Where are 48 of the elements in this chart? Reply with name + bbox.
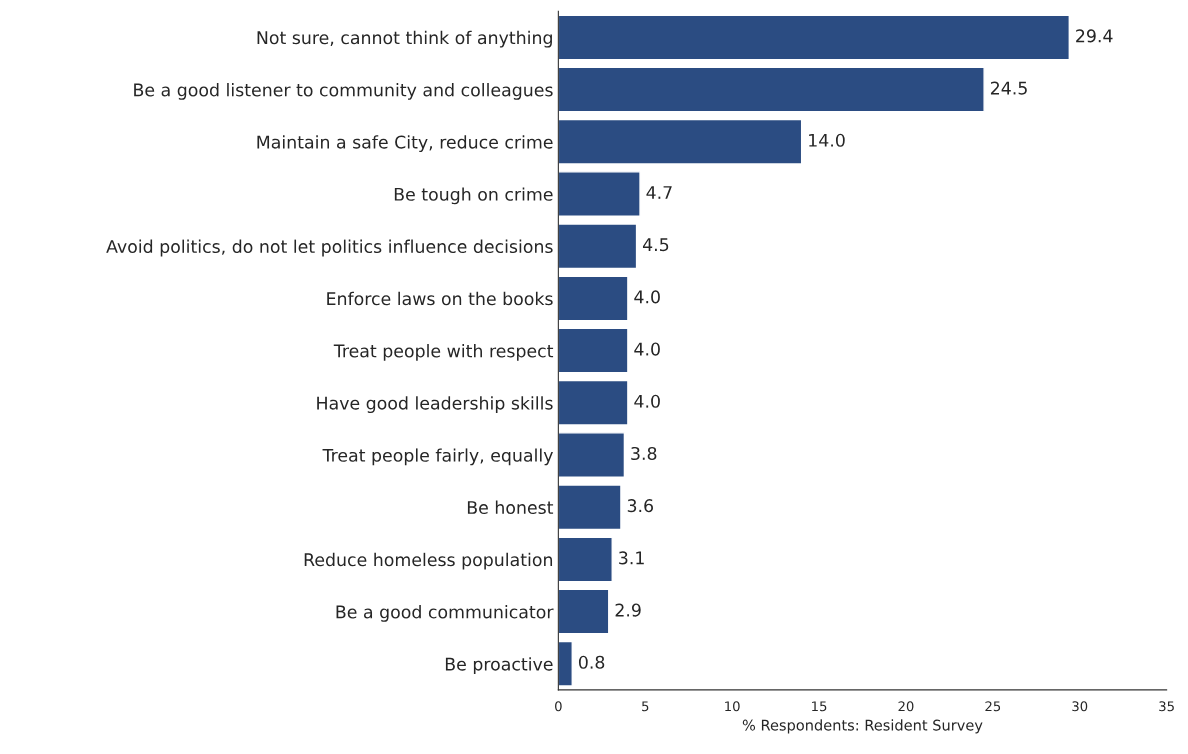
data-label: 2.9 — [615, 603, 641, 617]
x-tick-label: 5 — [642, 701, 649, 712]
data-label: 4.5 — [642, 238, 669, 252]
bar — [558, 640, 573, 687]
y-tick-label: Be honest — [467, 500, 554, 515]
bar — [558, 379, 629, 426]
bar — [558, 432, 626, 478]
data-label: 3.8 — [631, 446, 657, 461]
x-tick-label: 25 — [985, 701, 1001, 712]
x-tick-label: 20 — [898, 701, 914, 712]
data-label: 4.0 — [634, 394, 660, 408]
x-tick-label: 15 — [812, 701, 827, 712]
x-tick-label: 30 — [1072, 701, 1088, 712]
data-label: 24.5 — [990, 81, 1027, 95]
data-label: 0.8 — [578, 655, 605, 669]
y-tick-label: Treat people fairly, equally — [322, 448, 553, 466]
y-tick-label: Be tough on crime — [394, 187, 553, 205]
y-tick-label: Have good leadership skills — [317, 396, 553, 414]
y-tick-label: Maintain a safe City, reduce crime — [257, 135, 553, 153]
data-label: 4.7 — [646, 186, 672, 199]
bar — [558, 66, 985, 113]
y-tick-label: Not sure, cannot think of anything — [257, 30, 552, 48]
bar — [558, 536, 613, 583]
bar — [558, 118, 803, 165]
bar — [558, 327, 629, 374]
data-label: 4.0 — [634, 342, 660, 356]
bar — [558, 14, 1070, 61]
x-tick-label: 35 — [1159, 701, 1174, 712]
bar — [558, 275, 629, 322]
y-tick-label: Be a good communicator — [336, 605, 554, 622]
y-tick-label: Be proactive — [445, 657, 553, 675]
data-label: 29.4 — [1076, 29, 1113, 43]
x-tick-label: 0 — [555, 701, 562, 712]
x-tick-label: 10 — [725, 701, 740, 712]
bar — [558, 223, 638, 270]
y-tick-label: Be a good listener to community and colleagues — [134, 83, 553, 100]
y-tick-label: Treat people with respect — [333, 344, 554, 361]
data-label: 3.1 — [619, 551, 644, 565]
bar — [558, 171, 641, 217]
y-tick-label: Reduce homeless population — [304, 552, 553, 570]
data-label: 3.6 — [627, 499, 653, 513]
bar — [558, 484, 622, 531]
data-label: 14.0 — [809, 133, 845, 147]
data-label: 4.0 — [634, 290, 660, 304]
x-axis-title: % Respondents: Resident Survey — [742, 719, 983, 734]
y-tick-label: Enforce laws on the books — [327, 291, 553, 306]
y-tick-label: Avoid politics, do not let politics influence decisions — [106, 239, 553, 257]
bar — [558, 588, 610, 635]
